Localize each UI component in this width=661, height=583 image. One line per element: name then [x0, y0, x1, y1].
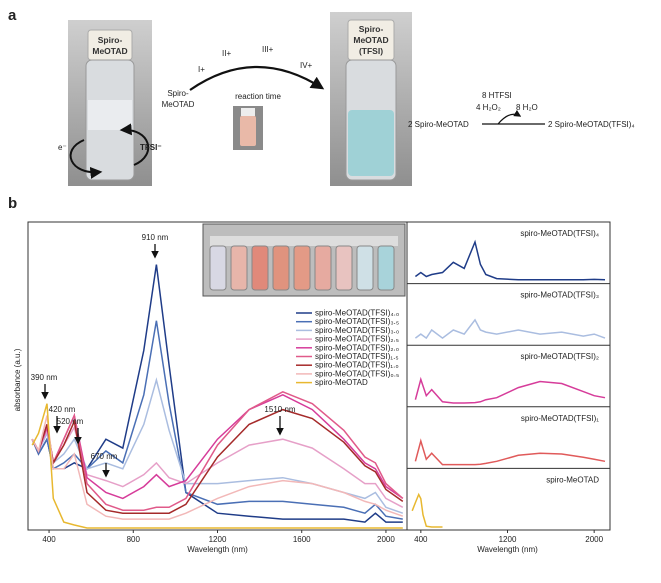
spectrum-line: [414, 318, 606, 340]
x-tick-label: 1600: [293, 535, 311, 544]
legend-label: spiro-MeOTAD(TFSI)₂.₅: [315, 335, 399, 344]
panel-title: spiro-MeOTAD(TFSI)₃: [520, 291, 599, 300]
x-tick-label: 2000: [377, 535, 395, 544]
annotation: 1510 nm: [264, 405, 295, 414]
spectrum-line: [414, 239, 606, 281]
state-label: II+: [222, 49, 231, 58]
vial: [314, 245, 332, 291]
anion-label: TFSI⁻: [140, 143, 162, 152]
reactant-label: Spiro-: [167, 89, 189, 98]
electron-label: e⁻: [58, 143, 67, 152]
legend-label: spiro-MeOTAD(TFSI)₁.₀: [315, 361, 399, 370]
spectrum-line: [31, 403, 403, 529]
legend-label: spiro-MeOTAD(TFSI)₁.₅: [315, 352, 399, 361]
x-axis-label: Wavelength (nm): [187, 545, 248, 554]
vial: [335, 245, 353, 291]
product: 2 Spiro-MeOTAD(TFSI)₄: [548, 120, 635, 129]
left-photo: Spiro- MeOTAD: [68, 20, 152, 186]
small-photo: [233, 106, 263, 150]
annotation: 420 nm: [49, 405, 76, 414]
panel-title: spiro-MeOTAD(TFSI)₄: [520, 229, 599, 238]
legend-label: spiro-MeOTAD(TFSI)₀.₅: [315, 369, 399, 378]
oxidant: 4 H₂O₂: [476, 103, 501, 112]
panel-title: spiro-MeOTAD(TFSI)₁: [521, 414, 599, 423]
x-tick-label: 1200: [499, 535, 517, 544]
equation-arrow: [482, 114, 545, 125]
panel-label: a: [8, 7, 17, 24]
vial: [209, 245, 227, 291]
vial: [377, 245, 395, 291]
side-frame: [406, 221, 611, 531]
x-tick-label: 400: [42, 535, 56, 544]
legend-label: spiro-MeOTAD(TFSI)₄.₀: [315, 309, 399, 318]
spectrum-line: [31, 415, 404, 520]
state-label: I+: [198, 65, 205, 74]
x-axis-label: Wavelength (nm): [477, 545, 538, 554]
spectrum-line: [411, 492, 443, 528]
cap-text: (TFSI): [359, 46, 383, 56]
legend-label: spiro-MeOTAD(TFSI)₃.₀: [315, 326, 399, 335]
x-tick-label: 1200: [209, 535, 227, 544]
spectrum-line: [31, 390, 404, 511]
vial: [230, 245, 248, 291]
vial: [251, 245, 269, 291]
legend-label: spiro-MeOTAD: [315, 378, 368, 387]
spectrum-line: [414, 438, 606, 466]
spectrum-line: [31, 408, 404, 514]
reactant: 2 Spiro-MeOTAD: [408, 120, 469, 129]
cap-text: MeOTAD: [92, 46, 127, 56]
annotation: 520 nm: [57, 417, 84, 426]
arrow-label: reaction time: [235, 92, 281, 101]
panel-title: spiro-MeOTAD(TFSI)₂: [520, 352, 599, 361]
reaction-arrow: [189, 65, 325, 91]
spectrum-line: [414, 376, 606, 404]
spectrum-line: [31, 320, 403, 520]
y-axis-label: absorbance (a.u.): [13, 348, 22, 411]
x-tick-label: 400: [414, 535, 428, 544]
state-label: III+: [262, 45, 274, 54]
annotation: 910 nm: [142, 233, 169, 242]
right-photo: Spiro- MeOTAD (TFSI): [330, 12, 412, 186]
panel-title: spiro-MeOTAD: [546, 475, 599, 484]
legend-label: spiro-MeOTAD(TFSI)₂.₀: [315, 343, 399, 352]
vial: [272, 245, 290, 291]
vial: [293, 245, 311, 291]
legend-label: spiro-MeOTAD(TFSI)₃.₅: [315, 317, 399, 326]
annotation: 390 nm: [31, 373, 58, 382]
x-tick-label: 2000: [585, 535, 603, 544]
reagent: 8 HTFSI: [482, 91, 512, 100]
x-tick-label: 800: [127, 535, 141, 544]
cap-text: Spiro-: [359, 24, 384, 34]
inset-photo: [202, 223, 406, 297]
cap-text: Spiro-: [98, 35, 123, 45]
panel-label: b: [8, 195, 17, 212]
annotation: 670 nm: [91, 452, 118, 461]
byproduct: 8 H₂O: [516, 103, 538, 112]
state-label: IV+: [300, 61, 313, 70]
reactant-label: MeOTAD: [162, 100, 195, 109]
cap-text: MeOTAD: [353, 35, 388, 45]
spectrum-line: [31, 377, 404, 514]
vial: [356, 245, 374, 291]
